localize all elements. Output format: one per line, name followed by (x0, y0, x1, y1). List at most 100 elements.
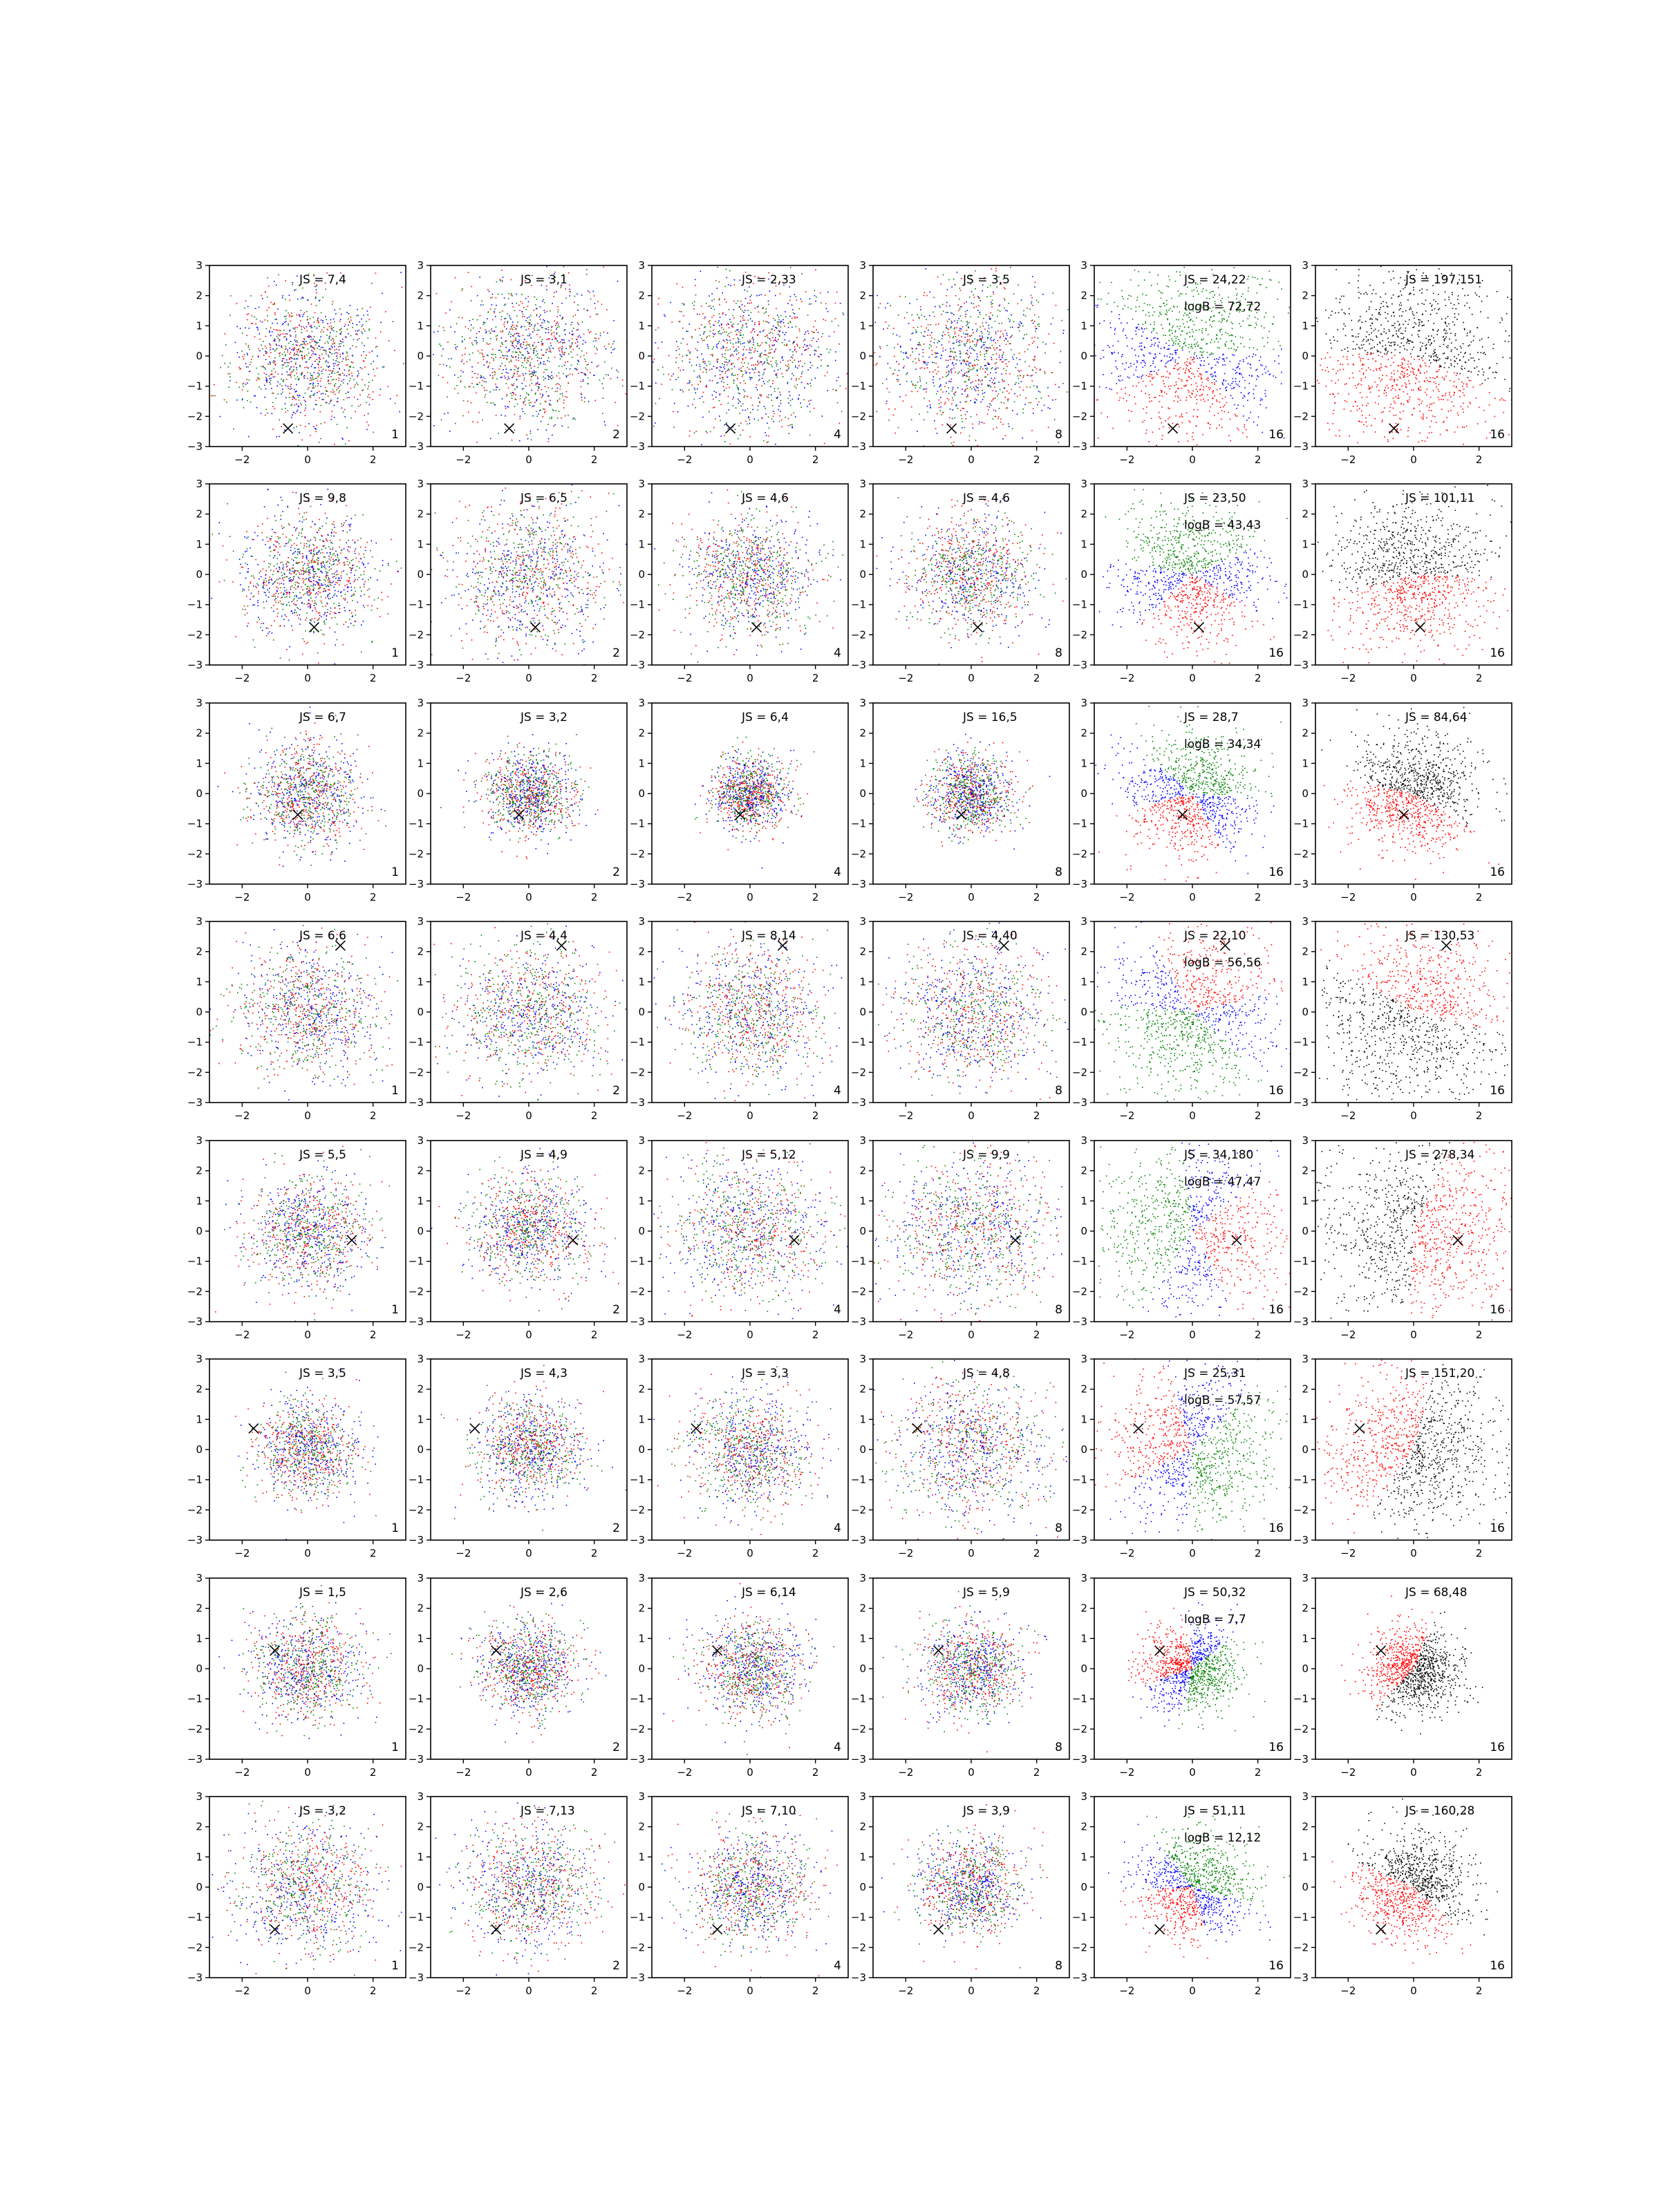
scatter-point (342, 353, 344, 355)
scatter-point (285, 366, 287, 368)
scatter-point (502, 310, 503, 312)
scatter-point (970, 400, 972, 402)
scatter-point (302, 346, 303, 348)
scatter-point (330, 401, 331, 402)
scatter-point (993, 291, 994, 293)
scatter-point (1138, 377, 1140, 378)
scatter-point (530, 337, 532, 339)
scatter-point (289, 314, 290, 316)
scatter-point (794, 340, 795, 342)
scatter-point (804, 350, 805, 351)
scatter-point (911, 332, 912, 335)
scatter-point (543, 363, 545, 365)
scatter-point (936, 352, 938, 354)
scatter-point (273, 340, 274, 341)
scatter-point (535, 382, 537, 384)
scatter-point (550, 329, 552, 331)
scatter-point (896, 334, 898, 336)
scatter-point (929, 371, 930, 373)
scatter-point (289, 388, 291, 390)
scatter-point (607, 332, 608, 334)
scatter-point (889, 367, 891, 369)
scatter-point (980, 300, 981, 301)
scatter-point (1224, 343, 1226, 345)
scatter-point (288, 357, 290, 359)
scatter-point (603, 421, 606, 422)
scatter-point (991, 359, 993, 360)
scatter-point (818, 346, 819, 348)
scatter-point (577, 328, 579, 330)
scatter-point (547, 332, 550, 333)
scatter-point (311, 379, 312, 381)
scatter-point (557, 417, 559, 419)
scatter-point (680, 342, 682, 344)
scatter-point (487, 366, 489, 368)
scatter-point (951, 368, 953, 370)
scatter-point (288, 323, 289, 325)
scatter-point (1154, 397, 1156, 398)
scatter-point (482, 304, 484, 306)
scatter-point (557, 324, 559, 326)
scatter-point (804, 362, 805, 364)
scatter-point (1035, 368, 1038, 370)
scatter-point (950, 380, 951, 382)
scatter-point (297, 445, 299, 447)
scatter-point (959, 339, 961, 341)
scatter-point (315, 353, 317, 355)
scatter-point (729, 361, 731, 362)
scatter-point (887, 363, 889, 364)
scatter-point (779, 335, 780, 337)
scatter-point (274, 364, 276, 365)
scatter-point (1014, 384, 1016, 385)
scatter-point (1242, 397, 1244, 399)
scatter-point (368, 386, 370, 387)
scatter-point (519, 415, 521, 418)
scatter-point (523, 307, 525, 308)
scatter-point (830, 349, 832, 350)
x-tick-label: −2 (677, 453, 692, 466)
scatter-point (1018, 330, 1020, 332)
scatter-point (285, 379, 288, 380)
scatter-point (716, 358, 718, 360)
scatter-point (337, 401, 339, 402)
scatter-point (334, 385, 335, 387)
scatter-point (315, 377, 316, 379)
scatter-point (274, 360, 276, 362)
scatter-point (1033, 337, 1035, 338)
scatter-point (1265, 366, 1267, 368)
scatter-point (923, 361, 924, 362)
scatter-point (489, 375, 491, 376)
scatter-point (968, 370, 970, 372)
scatter-point (758, 450, 759, 451)
scatter-point (970, 368, 971, 371)
scatter-point (713, 406, 715, 408)
scatter-point (730, 354, 732, 356)
scatter-point (1173, 341, 1174, 343)
scatter-point (1008, 361, 1010, 363)
scatter-point (596, 366, 598, 368)
scatter-point (245, 366, 247, 368)
scatter-point (543, 361, 545, 362)
axes-frame (872, 265, 1070, 447)
scatter-point (835, 351, 836, 353)
scatter-point (306, 319, 308, 321)
scatter-point (727, 428, 729, 429)
scatter-point (789, 424, 791, 426)
scatter-point (549, 403, 550, 404)
scatter-point (699, 397, 701, 400)
scatter-point (557, 311, 559, 313)
scatter-point (965, 381, 966, 382)
scatter-point (517, 368, 519, 370)
scatter-point (1022, 409, 1024, 410)
scatter-point (1005, 363, 1007, 365)
scatter-point (694, 279, 696, 281)
scatter-point (271, 331, 273, 332)
scatter-point (1000, 335, 1001, 337)
scatter-point (289, 393, 290, 394)
scatter-point (917, 391, 919, 393)
scatter-point (1230, 308, 1232, 310)
scatter-point (1165, 313, 1166, 315)
axes-frame (209, 265, 406, 447)
scatter-point (1018, 327, 1019, 328)
scatter-point (973, 294, 974, 296)
